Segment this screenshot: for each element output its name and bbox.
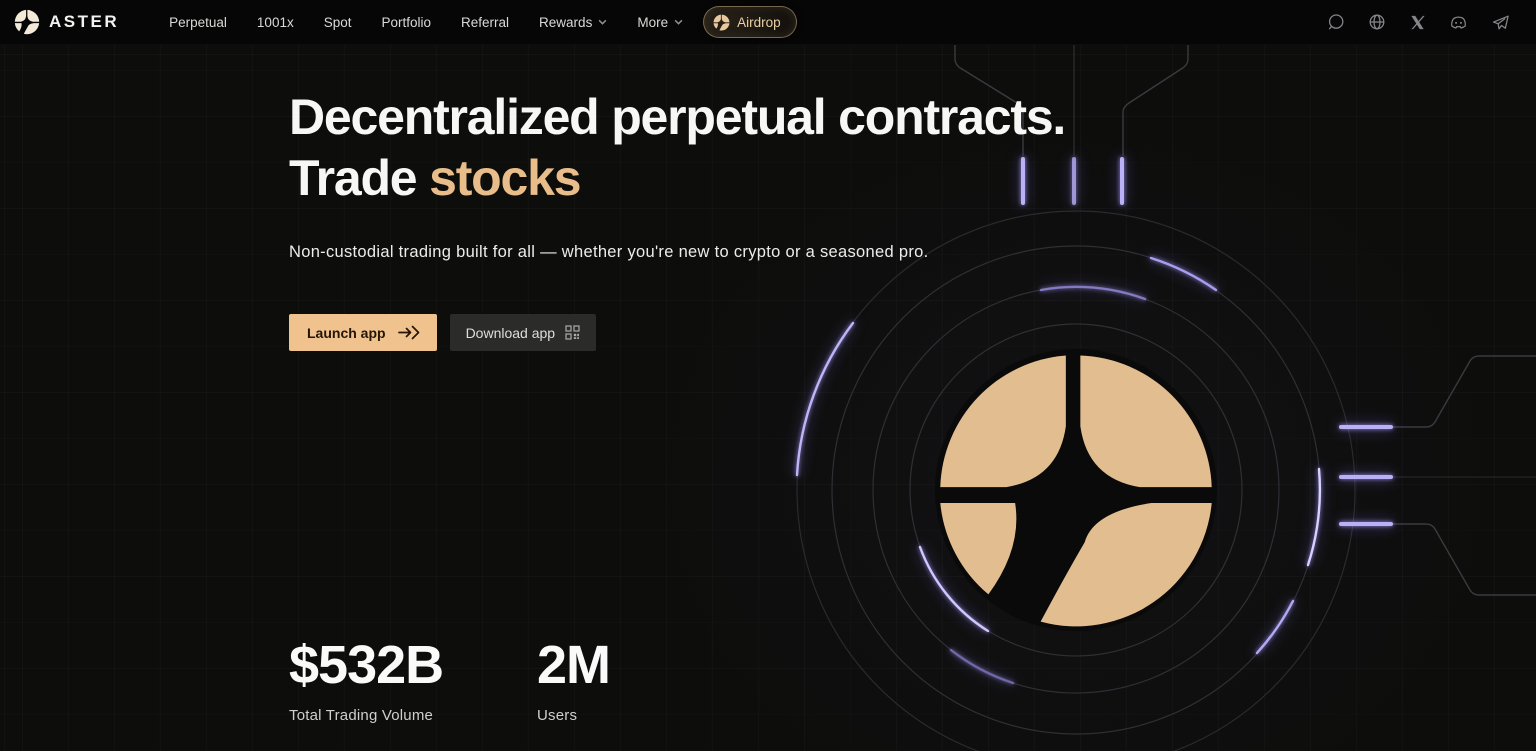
top-navbar: ASTER Perpetual 1001x Spot Portfolio Ref… (0, 0, 1536, 45)
nav-item-more[interactable]: More (637, 15, 683, 30)
stats-row: $532B Total Trading Volume 2M Users (289, 635, 611, 724)
brand-logo[interactable]: ASTER (14, 9, 119, 35)
hero-section: Decentralized perpetual contracts. Trade… (0, 45, 1536, 751)
nav-item-1001x[interactable]: 1001x (256, 14, 294, 30)
stat-value: $532B (289, 635, 444, 695)
nav-item-rewards[interactable]: Rewards (539, 15, 607, 30)
nav-item-portfolio[interactable]: Portfolio (381, 14, 432, 30)
chevron-down-icon (598, 19, 607, 25)
chevron-down-icon (674, 19, 683, 25)
download-app-label: Download app (465, 324, 556, 341)
purple-dashes (1021, 157, 1393, 526)
download-app-button[interactable]: Download app (449, 314, 597, 351)
launch-app-button[interactable]: Launch app (289, 314, 437, 351)
hero-title-line1: Decentralized perpetual contracts. (289, 89, 1066, 145)
aster-emblem (935, 349, 1217, 631)
cta-row: Launch app Download app (289, 314, 1065, 351)
hero-title-line2-prefix: Trade (289, 150, 430, 206)
nav-item-spot[interactable]: Spot (323, 14, 352, 30)
aster-airdrop-icon (713, 14, 730, 30)
stat-users: 2M Users (537, 635, 611, 724)
circuit-lines (954, 45, 1536, 596)
hero-title-highlight: stocks (429, 150, 581, 206)
nav-links: Perpetual 1001x Spot Portfolio Referral … (169, 15, 683, 30)
aster-logo-icon (14, 9, 40, 35)
stat-value: 2M (537, 635, 611, 695)
hero-title: Decentralized perpetual contracts. Trade… (289, 87, 1066, 209)
arrow-right-icon (397, 325, 419, 340)
discord-icon[interactable] (1449, 13, 1468, 32)
hero-graphic (795, 45, 1536, 751)
stat-total-volume: $532B Total Trading Volume (289, 636, 537, 724)
stat-label: Users (537, 707, 578, 724)
stat-label: Total Trading Volume (289, 707, 434, 724)
hero-subtitle: Non-custodial trading built for all — wh… (289, 243, 929, 261)
airdrop-label: Airdrop (737, 14, 781, 30)
telegram-icon[interactable] (1491, 13, 1510, 32)
hero-copy: Decentralized perpetual contracts. Trade… (289, 87, 1066, 351)
chat-bubble-icon[interactable] (1327, 13, 1345, 31)
glow-arcs (795, 256, 1322, 685)
brand-name: ASTER (49, 12, 120, 31)
nav-item-perpetual[interactable]: Perpetual (169, 14, 227, 30)
airdrop-button[interactable]: Airdrop (703, 6, 797, 38)
social-links (1327, 13, 1510, 32)
qr-code-icon (565, 325, 580, 340)
launch-app-label: Launch app (307, 324, 386, 341)
x-twitter-icon[interactable] (1409, 14, 1426, 31)
nav-item-referral[interactable]: Referral (461, 14, 510, 30)
globe-icon[interactable] (1368, 13, 1386, 31)
